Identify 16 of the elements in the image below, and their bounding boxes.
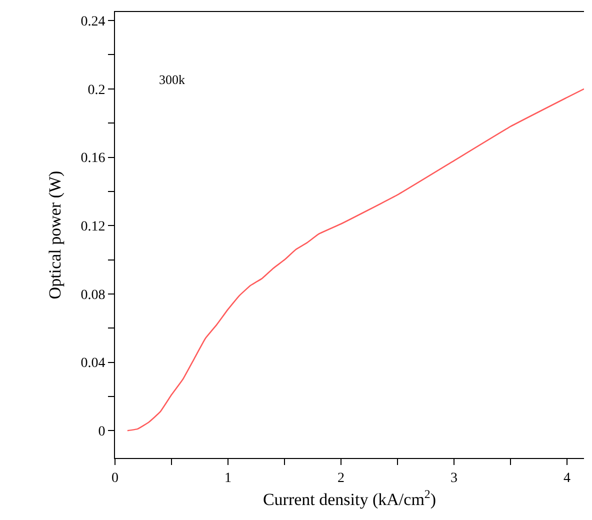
x-tick-label: 4 bbox=[564, 470, 571, 486]
x-tick-label: 2 bbox=[338, 470, 345, 486]
y-tick-label: 0.24 bbox=[80, 14, 106, 30]
x-tick-label: 3 bbox=[450, 470, 458, 486]
y-tick-label: 0.2 bbox=[88, 82, 106, 98]
x-axis-title: Current density (kA/cm$^{2}$) bbox=[262, 487, 436, 510]
y-tick-label: 0.16 bbox=[80, 151, 106, 166]
y-tick-label: 0 bbox=[98, 424, 106, 440]
y-tick-label: 0.04 bbox=[80, 356, 106, 372]
x-tick-label: 0 bbox=[112, 470, 118, 486]
annotation: 300k bbox=[159, 72, 186, 87]
y-tick-label: 0.12 bbox=[80, 220, 106, 234]
line-series bbox=[126, 88, 584, 432]
x-tick-label: 1 bbox=[224, 470, 232, 486]
y-tick-label: 0.08 bbox=[80, 288, 106, 303]
y-axis-title: Optical power (W) bbox=[45, 170, 64, 300]
